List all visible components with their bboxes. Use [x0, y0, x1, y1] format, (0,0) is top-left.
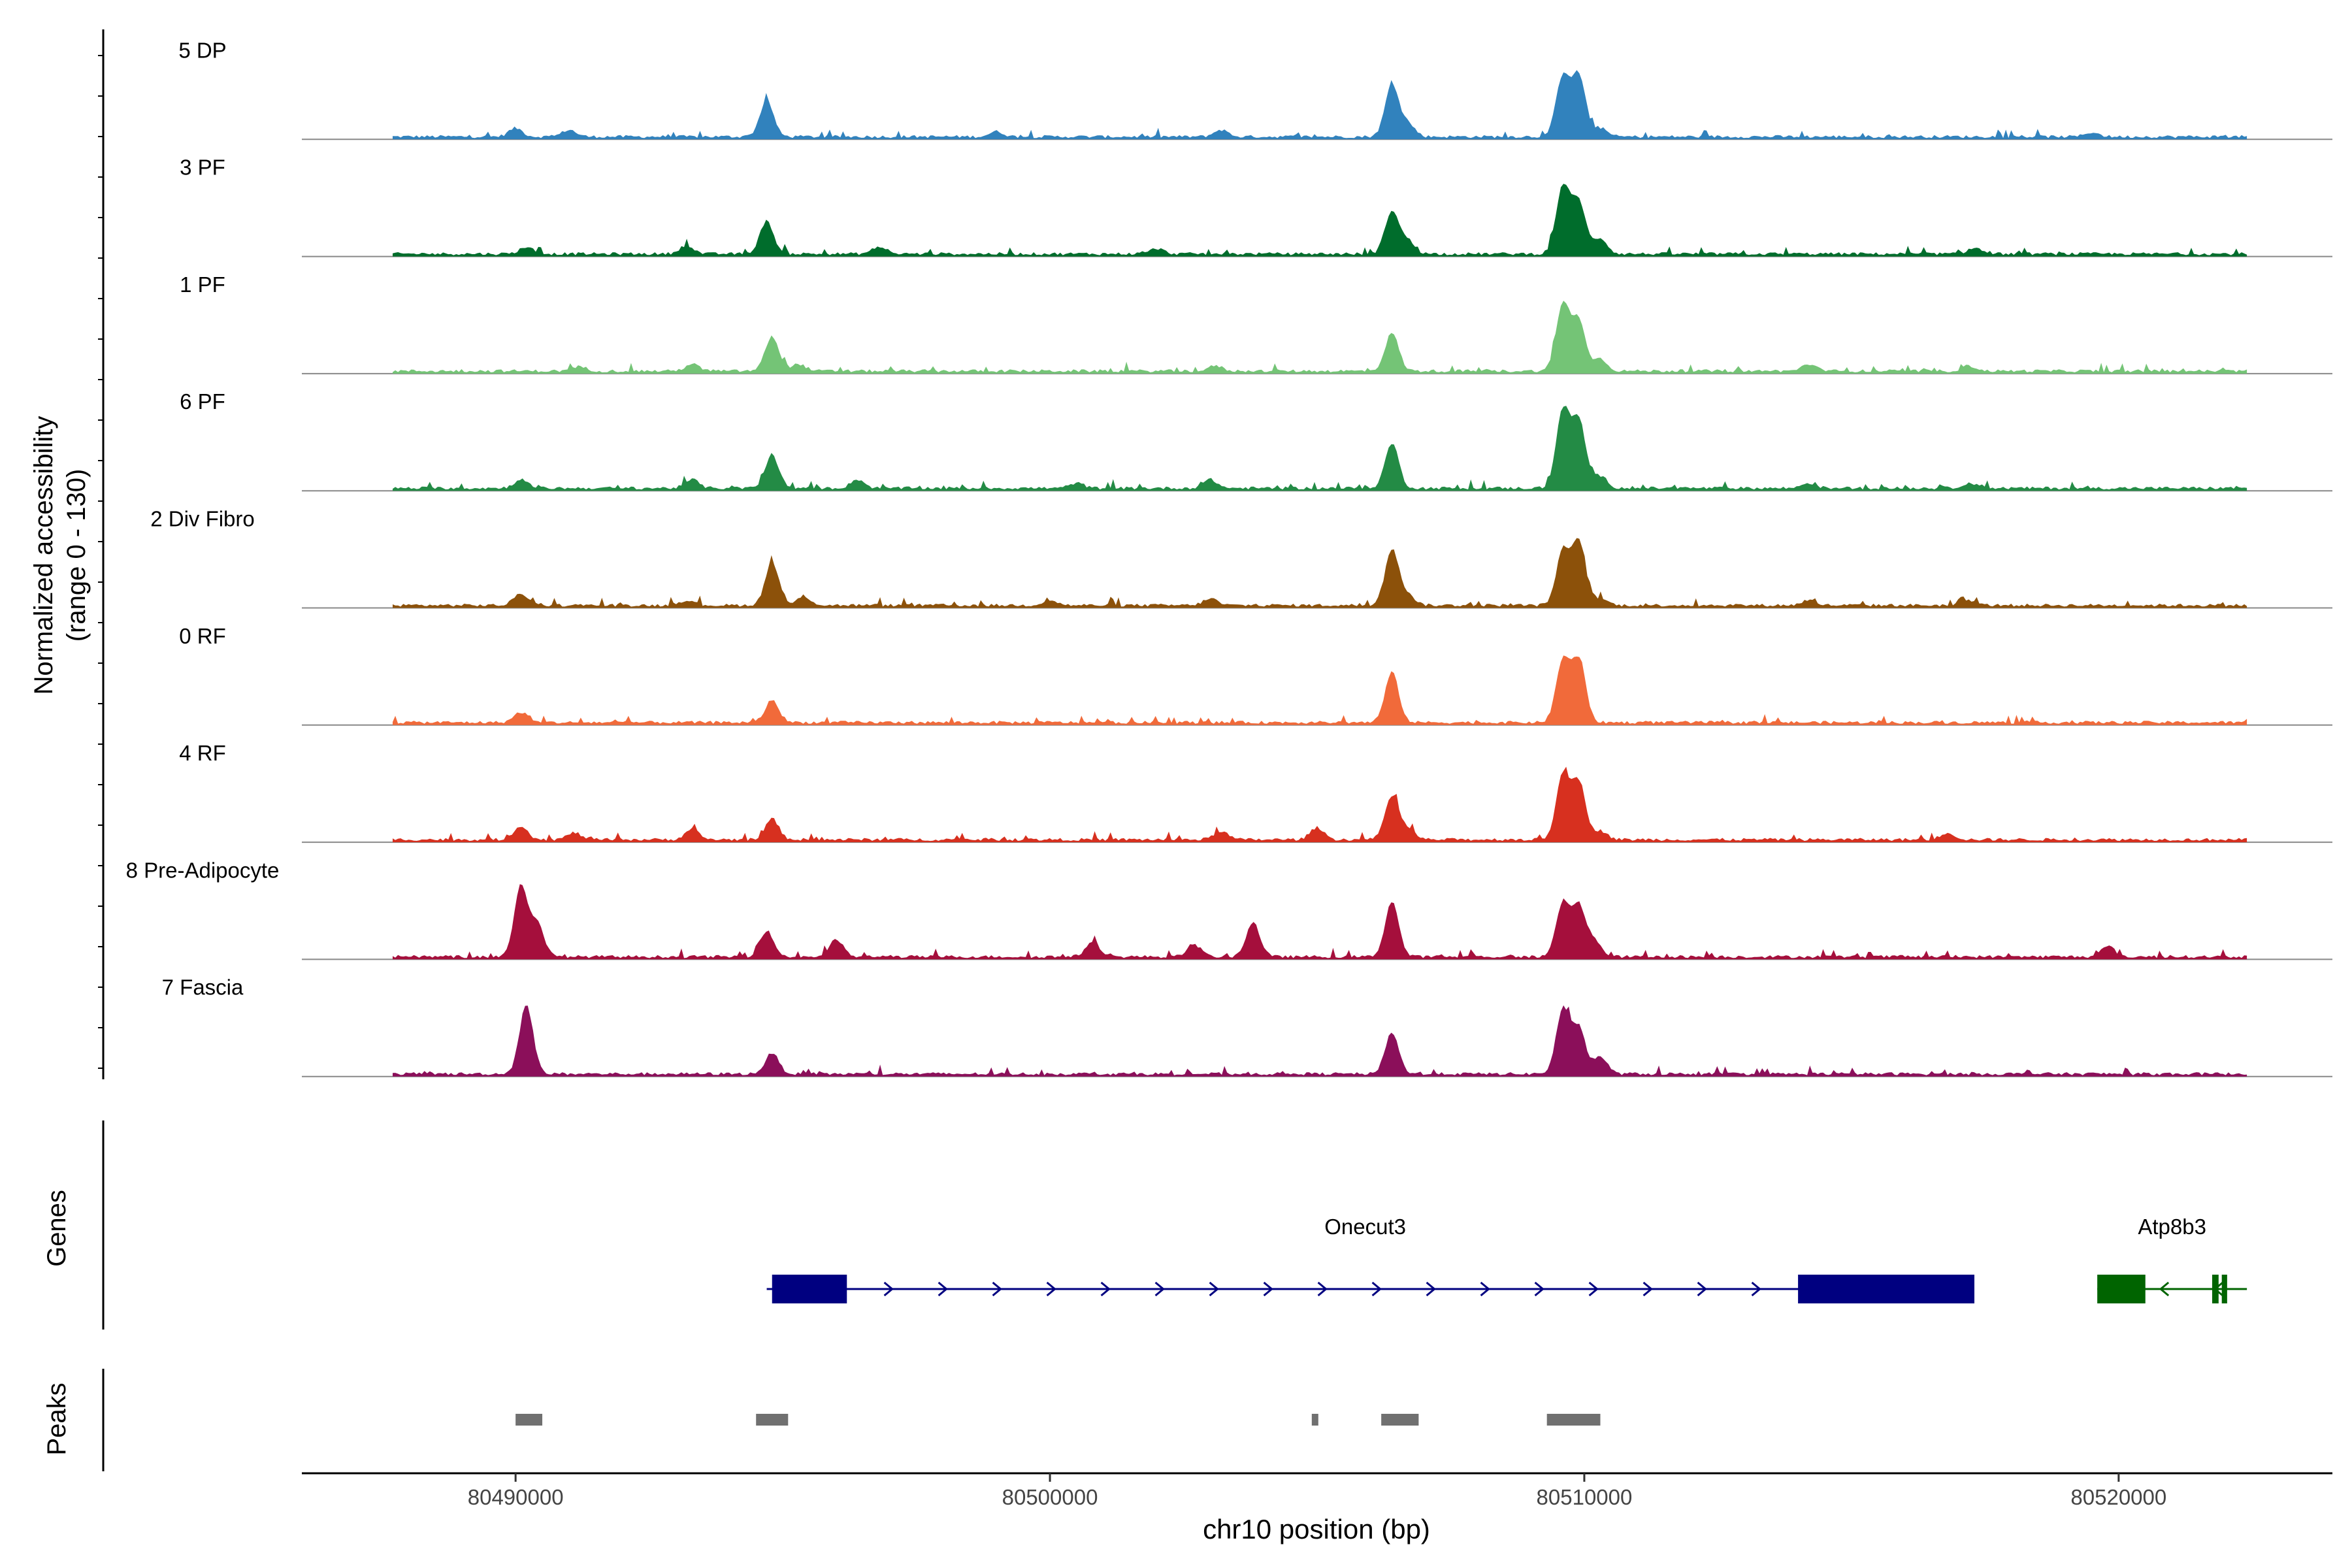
x-tick-label: 80500000	[1002, 1485, 1098, 1509]
track-label: 4 RF	[179, 741, 226, 765]
strand-arrow	[1100, 1281, 1111, 1297]
track-label: 6 PF	[180, 389, 225, 414]
strand-arrow	[1046, 1281, 1056, 1297]
strand-arrow	[1480, 1281, 1490, 1297]
peak-region	[1546, 1414, 1601, 1426]
gene-exon	[2221, 1275, 2227, 1303]
track-label: 3 PF	[180, 155, 225, 180]
track-1-pf: 1 PF	[180, 272, 2332, 374]
peak-region	[515, 1414, 543, 1426]
track-label: 7 Fascia	[162, 975, 244, 1000]
strand-arrow	[1426, 1281, 1436, 1297]
x-tick-label: 80520000	[2070, 1485, 2166, 1509]
track-5-dp: 5 DP	[178, 38, 2332, 140]
strand-arrow	[938, 1281, 948, 1297]
gene-onecut3: Onecut3	[766, 1215, 1975, 1303]
gene-atp8b3: Atp8b3	[2097, 1215, 2247, 1303]
coverage-area	[393, 406, 2247, 491]
gene-exon	[2097, 1275, 2146, 1303]
track-3-pf: 3 PF	[180, 155, 2332, 257]
gene-exon	[1798, 1275, 1975, 1303]
y-axis-title-line1: Normalized accessibility	[29, 416, 58, 695]
peaks-track-label: Peaks	[42, 1382, 71, 1455]
gene-exon	[2212, 1275, 2219, 1303]
strand-arrow	[1534, 1281, 1544, 1297]
peak-region	[1311, 1414, 1318, 1426]
track-7-fascia: 7 Fascia	[162, 975, 2332, 1077]
strand-arrow	[1263, 1281, 1273, 1297]
x-axis-title: chr10 position (bp)	[1203, 1514, 1430, 1544]
x-tick-label: 80510000	[1537, 1485, 1633, 1509]
strand-arrow	[1154, 1281, 1165, 1297]
track-0-rf: 0 RF	[179, 624, 2332, 726]
strand-arrow	[1751, 1281, 1761, 1297]
track-6-pf: 6 PF	[180, 389, 2332, 492]
peak-region	[1381, 1414, 1419, 1426]
peak-region	[756, 1414, 789, 1426]
gene-exon	[772, 1275, 847, 1303]
coverage-area	[393, 884, 2247, 960]
coverage-area	[393, 655, 2247, 725]
axes: 80490000 80500000 80510000 80520000	[98, 29, 2332, 1509]
strand-arrow	[1697, 1281, 1707, 1297]
x-tick-label: 80490000	[468, 1485, 564, 1509]
track-8-pre-adipocyte: 8 Pre-Adipocyte	[126, 858, 2332, 960]
gene-name-label: Onecut3	[1324, 1215, 1406, 1239]
track-label: 2 Div Fibro	[150, 507, 255, 531]
strand-arrow	[1371, 1281, 1382, 1297]
strand-arrow	[1317, 1281, 1328, 1297]
coverage-area	[393, 766, 2247, 843]
genes-track: Onecut3 Atp8b3	[102, 1120, 2247, 1330]
coverage-area	[393, 70, 2247, 140]
genes-track-label: Genes	[42, 1190, 71, 1267]
strand-arrow	[1209, 1281, 1219, 1297]
coverage-area	[393, 184, 2247, 257]
track-label: 8 Pre-Adipocyte	[126, 858, 280, 882]
strand-arrow	[883, 1281, 894, 1297]
track-2-div-fibro: 2 Div Fibro	[150, 507, 2332, 609]
track-label: 1 PF	[180, 272, 225, 297]
coverage-tracks: 5 DP 3 PF 1 PF 6 PF 2 Div Fibro 0 RF 4 RF 8 Pre…	[126, 38, 2332, 1077]
coverage-area	[393, 1005, 2247, 1077]
strand-arrow	[1588, 1281, 1599, 1297]
coverage-area	[393, 538, 2247, 608]
strand-arrow	[992, 1281, 1002, 1297]
coverage-area	[393, 301, 2247, 374]
strand-arrow	[1642, 1281, 1653, 1297]
y-axis-title-line2: (range 0 - 130)	[62, 469, 91, 642]
peaks-track	[102, 1369, 1601, 1471]
gene-name-label: Atp8b3	[2138, 1215, 2206, 1239]
track-label: 5 DP	[178, 38, 226, 62]
strand-arrow	[2159, 1281, 2170, 1297]
track-label: 0 RF	[179, 624, 226, 648]
track-4-rf: 4 RF	[179, 741, 2332, 843]
